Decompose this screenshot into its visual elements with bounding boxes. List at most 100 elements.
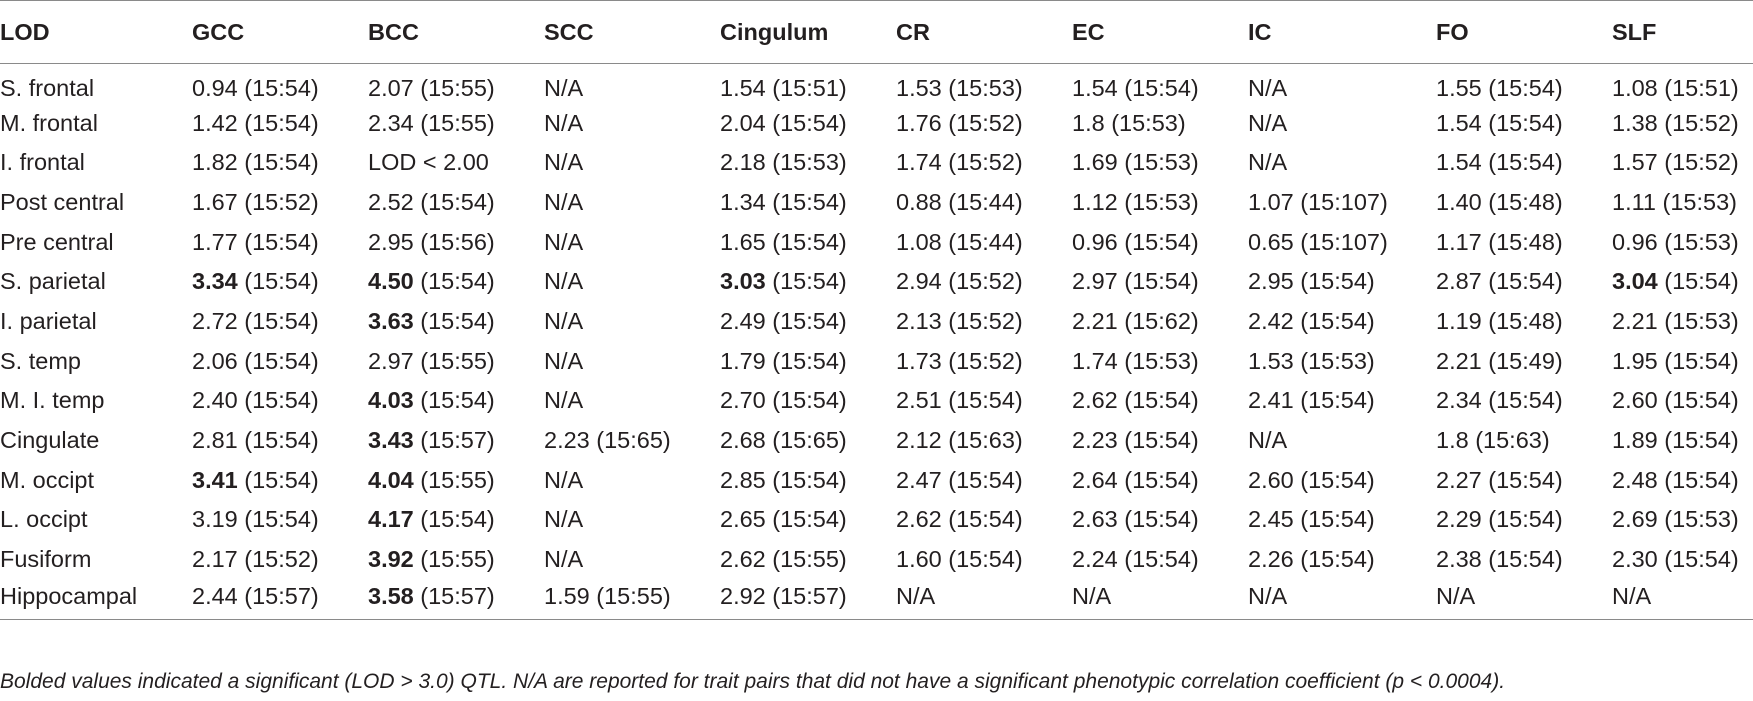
table-row: Cingulate 2.81 (15:54) 3.43 (15:57) 2.23 (1… xyxy=(0,421,1753,461)
table-cell: N/A xyxy=(1612,579,1753,620)
marker-position: (15:54) xyxy=(1124,268,1199,295)
lod-value: 2.62 xyxy=(1072,387,1118,414)
marker-position: (15:54) xyxy=(244,466,319,493)
table-cell: 2.69 (15:53) xyxy=(1612,500,1753,540)
row-label: Fusiform xyxy=(0,546,92,573)
table-cell: N/A xyxy=(1248,143,1436,183)
lod-value: N/A xyxy=(1248,582,1288,609)
table-cell: 1.42 (15:54) xyxy=(192,103,368,143)
lod-value: 1.40 xyxy=(1436,188,1482,215)
column-header-bcc: BCC xyxy=(368,0,544,64)
table-cell: 3.04 (15:54) xyxy=(1612,262,1753,302)
table-cell: 1.54 (15:54) xyxy=(1072,64,1248,104)
lod-value: 1.54 xyxy=(720,74,766,101)
row-label: L. occipt xyxy=(0,506,88,533)
table-cell: 2.95 (15:54) xyxy=(1248,262,1436,302)
table-cell: 1.53 (15:53) xyxy=(1248,341,1436,381)
table-body: S. frontal 0.94 (15:54) 2.07 (15:55) N/A 1.5… xyxy=(0,64,1753,620)
table-cell: N/A xyxy=(1248,421,1436,461)
lod-value: 1.73 xyxy=(896,347,942,374)
table-cell: N/A xyxy=(544,183,720,223)
marker-position: (15:54) xyxy=(1124,228,1199,255)
lod-value: N/A xyxy=(1612,582,1652,609)
row-label: I. frontal xyxy=(0,149,85,176)
table-cell: N/A xyxy=(544,302,720,342)
table-cell: N/A xyxy=(1248,579,1436,620)
table-cell: 3.03 (15:54) xyxy=(720,262,896,302)
marker-position: (15:54) xyxy=(772,387,847,414)
row-label: S. temp xyxy=(0,347,81,374)
lod-value: 2.62 xyxy=(896,506,942,533)
marker-position: (15:54) xyxy=(948,546,1023,573)
marker-position: (15:52) xyxy=(1664,109,1739,136)
table-cell: 2.21 (15:62) xyxy=(1072,302,1248,342)
lod-value: 1.53 xyxy=(1248,347,1294,374)
table-cell: 1.54 (15:54) xyxy=(1436,143,1612,183)
lod-table-container: LOD GCC BCC SCC Cingulum CR EC IC FO SLF S. front… xyxy=(0,0,1753,620)
marker-position: (15:54) xyxy=(1664,387,1739,414)
lod-value: 1.76 xyxy=(896,109,942,136)
marker-position: (15:53) xyxy=(1124,188,1199,215)
marker-position: (15:54) xyxy=(420,268,495,295)
lod-value: 1.60 xyxy=(896,546,942,573)
marker-position: (15:54) xyxy=(420,307,495,334)
lod-value: N/A xyxy=(544,188,584,215)
lod-value: N/A xyxy=(544,109,584,136)
table-cell: 2.63 (15:54) xyxy=(1072,500,1248,540)
column-header-fo: FO xyxy=(1436,0,1612,64)
marker-position: (15:48) xyxy=(1488,307,1563,334)
marker-position: (15:54) xyxy=(1488,546,1563,573)
table-cell: 2.30 (15:54) xyxy=(1612,540,1753,580)
table-cell: 2.06 (15:54) xyxy=(192,341,368,381)
lod-value: 1.34 xyxy=(720,188,766,215)
table-cell: 2.48 (15:54) xyxy=(1612,460,1753,500)
table-cell: 2.34 (15:55) xyxy=(368,103,544,143)
lod-value: N/A xyxy=(896,582,936,609)
marker-position: (15:54) xyxy=(420,188,495,215)
marker-position: (15:54) xyxy=(1664,466,1739,493)
table-cell: 2.52 (15:54) xyxy=(368,183,544,223)
marker-position: (15:54) xyxy=(244,387,319,414)
table-cell: 1.07 (15:107) xyxy=(1248,183,1436,223)
table-cell: 3.43 (15:57) xyxy=(368,421,544,461)
lod-value: 1.55 xyxy=(1436,74,1482,101)
table-cell: 2.94 (15:52) xyxy=(896,262,1072,302)
lod-value: 1.74 xyxy=(1072,347,1118,374)
marker-position: (15:57) xyxy=(772,582,847,609)
row-label: Pre central xyxy=(0,228,114,255)
table-row: S. parietal 3.34 (15:54) 4.50 (15:54) N/A 3.… xyxy=(0,262,1753,302)
table-cell: N/A xyxy=(544,64,720,104)
table-cell: 2.68 (15:65) xyxy=(720,421,896,461)
table-row: M. occipt 3.41 (15:54) 4.04 (15:55) N/A 2.85… xyxy=(0,460,1753,500)
table-cell: 2.60 (15:54) xyxy=(1612,381,1753,421)
table-cell: 1.67 (15:52) xyxy=(192,183,368,223)
marker-position: (15:54) xyxy=(1488,387,1563,414)
lod-value: 2.49 xyxy=(720,307,766,334)
table-cell: 2.51 (15:54) xyxy=(896,381,1072,421)
table-cell: 2.97 (15:54) xyxy=(1072,262,1248,302)
marker-position: (15:54) xyxy=(1488,109,1563,136)
table-cell: 2.45 (15:54) xyxy=(1248,500,1436,540)
marker-position: (15:54) xyxy=(1300,546,1375,573)
lod-value: N/A xyxy=(544,268,584,295)
lod-table: LOD GCC BCC SCC Cingulum CR EC IC FO SLF S. front… xyxy=(0,0,1753,620)
table-cell: 4.04 (15:55) xyxy=(368,460,544,500)
lod-value: 2.34 xyxy=(1436,387,1482,414)
lod-value: 1.8 xyxy=(1436,427,1469,454)
lod-value: 2.27 xyxy=(1436,466,1482,493)
marker-position: (15:57) xyxy=(420,582,495,609)
marker-position: (15:54) xyxy=(1300,466,1375,493)
lod-value: 2.41 xyxy=(1248,387,1294,414)
marker-position: (15:53) xyxy=(1124,149,1199,176)
lod-value: 1.69 xyxy=(1072,149,1118,176)
lod-value: 2.85 xyxy=(720,466,766,493)
column-header-ic: IC xyxy=(1248,0,1436,64)
marker-position: (15:54) xyxy=(772,307,847,334)
lod-value: 2.52 xyxy=(368,188,414,215)
marker-position: (15:54) xyxy=(1124,506,1199,533)
lod-value: 2.65 xyxy=(720,506,766,533)
lod-value: 2.29 xyxy=(1436,506,1482,533)
lod-value: 1.42 xyxy=(192,109,238,136)
table-row: S. temp 2.06 (15:54) 2.97 (15:55) N/A 1.79 (… xyxy=(0,341,1753,381)
lod-value: 2.81 xyxy=(192,427,238,454)
